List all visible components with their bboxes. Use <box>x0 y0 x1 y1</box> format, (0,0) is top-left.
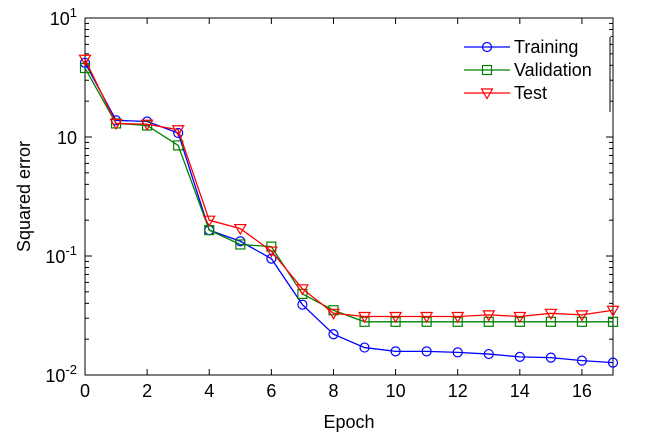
data-point <box>328 329 339 340</box>
data-point <box>606 305 620 317</box>
data-point <box>421 316 432 327</box>
data-point <box>514 316 525 327</box>
data-point <box>357 311 372 324</box>
data-point <box>576 355 588 366</box>
x-tick-label: 2 <box>142 381 152 401</box>
data-point <box>575 310 589 322</box>
y-tick-label: 10 <box>57 128 77 148</box>
data-point <box>109 118 123 131</box>
data-point <box>420 311 434 324</box>
data-point <box>513 311 527 324</box>
data-point <box>452 347 463 358</box>
data-point <box>171 125 185 137</box>
x-tick-label: 4 <box>204 381 214 401</box>
plot-frame <box>84 17 614 376</box>
data-point <box>79 57 91 68</box>
legend-marker <box>480 88 494 100</box>
data-point <box>295 284 309 296</box>
y-axis-label: Squared error <box>14 141 34 252</box>
data-point <box>233 223 247 236</box>
data-point <box>483 316 494 327</box>
data-point <box>390 346 401 357</box>
data-point <box>452 316 463 327</box>
data-point <box>140 119 154 131</box>
data-point <box>451 311 465 324</box>
data-point <box>576 316 588 327</box>
series-line <box>84 58 614 318</box>
data-point <box>389 311 403 324</box>
data-point <box>607 316 619 327</box>
data-point <box>545 316 556 327</box>
data-point <box>359 316 370 327</box>
data-point <box>421 346 432 357</box>
series-line <box>84 62 614 364</box>
y-tick-label: 101 <box>50 5 77 29</box>
data-point <box>545 352 556 363</box>
legend-label: Validation <box>514 60 592 80</box>
series-test <box>78 54 620 324</box>
data-point <box>607 357 619 368</box>
y-tick-label: 10-1 <box>45 243 77 267</box>
series-training <box>79 57 619 368</box>
data-point <box>359 342 370 353</box>
data-point <box>482 310 496 322</box>
data-point <box>78 54 92 66</box>
data-point <box>326 308 341 320</box>
data-point <box>544 308 558 320</box>
series-group <box>78 54 620 368</box>
x-tick-label: 0 <box>80 381 90 401</box>
data-point <box>264 246 278 258</box>
data-point <box>173 127 184 139</box>
y-tick-label: 10-2 <box>45 362 77 386</box>
x-tick-label: 16 <box>572 381 592 401</box>
series-line <box>84 67 613 323</box>
data-point <box>297 299 308 310</box>
data-point <box>390 316 401 327</box>
data-point <box>514 351 525 362</box>
legend: Training Validation Test <box>459 34 611 115</box>
x-tick-label: 14 <box>510 381 530 401</box>
data-point <box>266 253 277 264</box>
axis-ticks: 0 2 4 6 8 10 12 14 16 10-2 10-1 10 101 <box>45 5 613 401</box>
data-point <box>202 215 216 227</box>
legend-label: Test <box>514 83 547 103</box>
legend-marker <box>481 64 493 76</box>
legend-label: Training <box>514 37 578 57</box>
data-point <box>173 140 184 151</box>
x-tick-label: 8 <box>328 381 338 401</box>
legend-marker <box>481 41 493 53</box>
x-axis-label: Epoch <box>323 412 374 432</box>
data-point <box>235 239 246 250</box>
x-tick-label: 6 <box>266 381 276 401</box>
x-tick-label: 12 <box>448 381 468 401</box>
x-tick-label: 10 <box>386 381 406 401</box>
data-point <box>483 348 494 360</box>
